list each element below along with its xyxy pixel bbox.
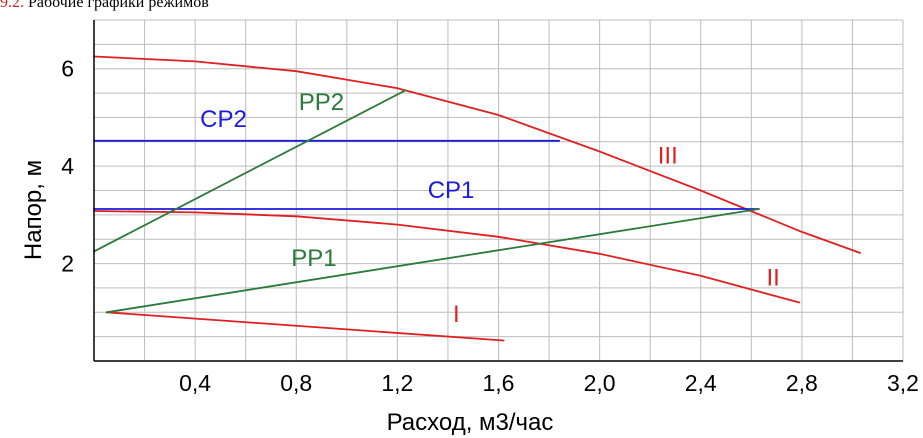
series-line-ii xyxy=(93,210,801,304)
x-tick-label: 1,2 xyxy=(381,370,413,396)
y-tick-label: 4 xyxy=(61,153,74,179)
x-tick-label: 1,6 xyxy=(483,370,515,396)
axes: 0,4 0,8 1,2 1,6 2,0 2,4 2,8 3,2 2 4 6 xyxy=(61,20,919,396)
curve-label-cp1: CP1 xyxy=(428,177,475,204)
curve-label-ii: II xyxy=(766,264,779,291)
x-tick-label: 0,8 xyxy=(280,370,312,396)
x-axis-label: Расход, м3/час xyxy=(387,409,554,436)
curve-label-pp2: PP2 xyxy=(299,89,344,116)
y-tick-label: 6 xyxy=(61,56,74,82)
x-tick-label: 2,8 xyxy=(786,370,818,396)
x-tick-label: 3,2 xyxy=(887,370,919,396)
series-line-pp2 xyxy=(93,89,406,253)
curve-label-cp2: CP2 xyxy=(200,106,247,133)
series-line-iii xyxy=(93,55,861,254)
curve-label-pp1: PP1 xyxy=(291,245,336,272)
curve-label-i: I xyxy=(453,301,460,328)
curve-label-iii: III xyxy=(658,143,678,170)
x-tick-label: 0,4 xyxy=(179,370,211,396)
x-tick-label: 2,0 xyxy=(584,370,616,396)
caption-text: Рабочие графики режимов xyxy=(28,0,209,11)
y-axis-label: Напор, м xyxy=(20,160,47,260)
series-line-i xyxy=(105,311,505,342)
grid xyxy=(94,19,904,361)
series-line-pp1 xyxy=(105,208,760,314)
figure-caption: 9.2. Рабочие графики режимов xyxy=(0,0,209,12)
x-tick-label: 2,4 xyxy=(685,370,717,396)
y-tick-label: 2 xyxy=(61,251,74,277)
caption-number: 9.2. xyxy=(0,0,24,11)
series-lines xyxy=(93,55,861,342)
